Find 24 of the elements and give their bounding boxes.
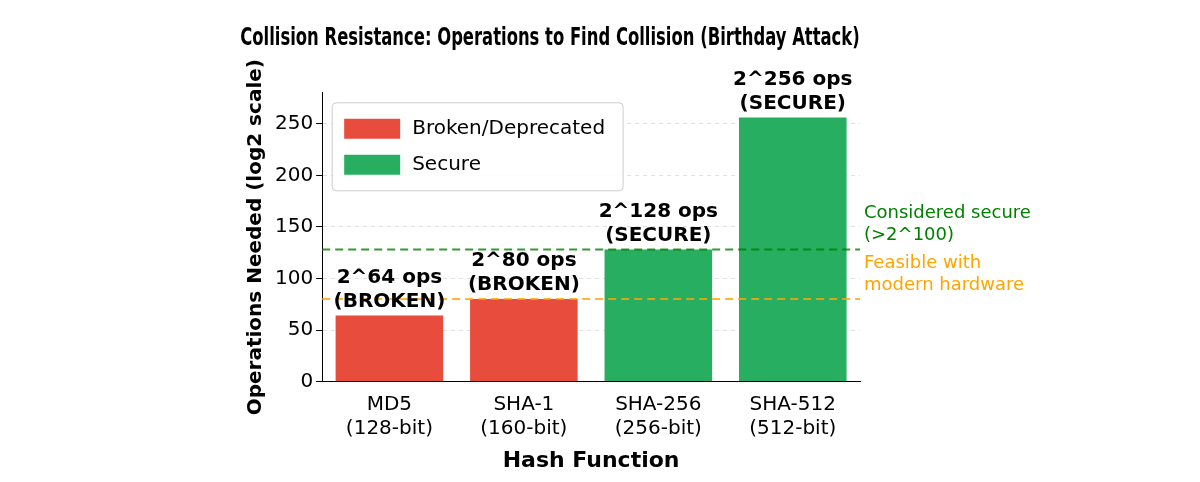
- legend-label: Secure: [412, 151, 481, 175]
- y-axis-title: Operations Needed (log2 scale): [242, 59, 267, 416]
- bar: [604, 249, 713, 382]
- y-tick-label: 200: [274, 161, 314, 186]
- chart-title: Collision Resistance: Operations to Find Collision (Birthday Attack): [240, 22, 860, 51]
- y-tick-label: 100: [274, 264, 314, 289]
- data-label: 2^80 ops (BROKEN): [467, 247, 580, 296]
- x-tick-label: SHA-256 (256-bit): [614, 390, 702, 439]
- ref-line-label: Feasible with modern hardware: [864, 250, 1025, 294]
- bar: [335, 315, 444, 382]
- y-tick-label: 50: [287, 316, 314, 341]
- legend-label: Broken/Deprecated: [412, 115, 606, 139]
- x-tick-label: SHA-1 (160-bit): [480, 390, 568, 439]
- x-tick-label: MD5 (128-bit): [345, 390, 433, 439]
- data-label: 2^128 ops (SECURE): [598, 197, 718, 246]
- data-label: 2^256 ops (SECURE): [733, 65, 853, 114]
- y-tick-label: 250: [274, 109, 314, 134]
- bar: [470, 299, 578, 382]
- x-axis-title: Hash Function: [502, 446, 680, 472]
- y-tick-label: 150: [274, 213, 314, 238]
- y-tick-label: 0: [300, 367, 314, 392]
- ref-line-label: Considered secure (>2^100): [864, 201, 1031, 245]
- x-tick-label: SHA-512 (512-bit): [749, 390, 837, 439]
- bar: [738, 117, 847, 382]
